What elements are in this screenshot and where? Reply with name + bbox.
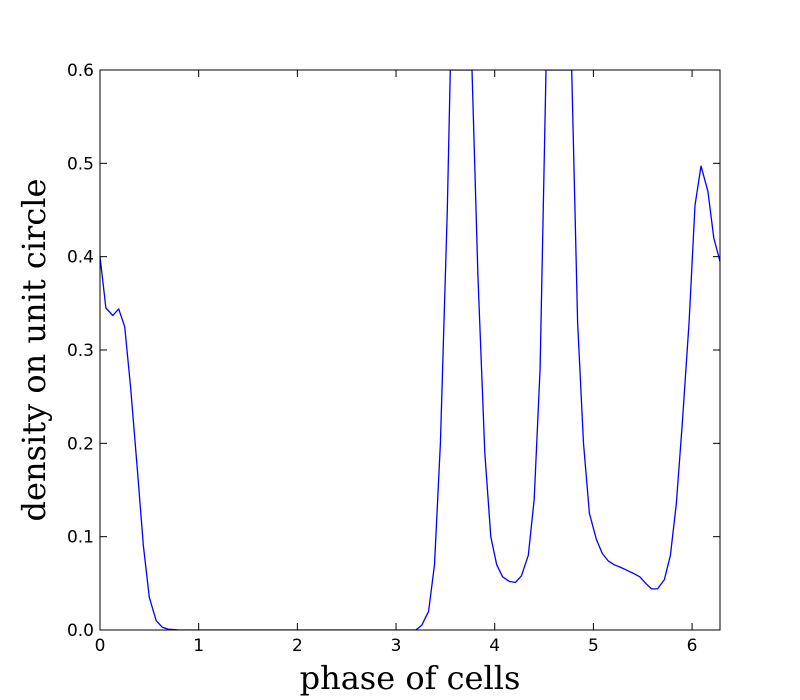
tick-labels: 0 1 2 3 4 5 6 0.0 0.1 0.2 0.3 0.4 0.5 0.6 [67, 61, 698, 656]
y-tick-label: 0.2 [67, 434, 94, 454]
y-tick-label: 0.0 [67, 621, 94, 641]
x-tick-label: 1 [193, 636, 204, 656]
plot-frame [99, 69, 721, 631]
y-tick-label: 0.6 [67, 61, 94, 81]
y-axis-label: density on unit circle [15, 179, 53, 522]
x-tick-label: 4 [489, 636, 500, 656]
x-tick-label: 0 [95, 636, 106, 656]
series-line [100, 70, 720, 630]
y-tick-label: 0.4 [67, 248, 94, 268]
x-tick-label: 2 [292, 636, 303, 656]
x-tick-label: 5 [588, 636, 599, 656]
plot-area [100, 70, 720, 630]
y-tick-label: 0.5 [67, 154, 94, 174]
y-tick-label: 0.1 [67, 528, 94, 548]
x-axis-label: phase of cells [300, 659, 521, 697]
x-tick-label: 6 [687, 636, 698, 656]
tick-marks [99, 69, 720, 631]
y-tick-label: 0.3 [67, 341, 94, 361]
x-tick-label: 3 [391, 636, 402, 656]
